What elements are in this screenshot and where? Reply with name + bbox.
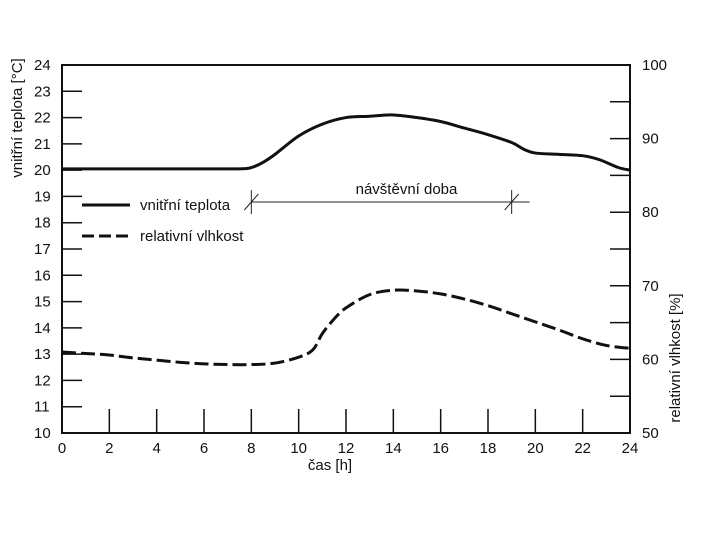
y-left-tick-label: 16 [34,267,51,284]
x-tick-label: 22 [574,440,591,457]
x-tick-label: 10 [290,440,307,457]
x-tick-label: 6 [200,440,208,457]
x-tick-label: 0 [58,440,66,457]
x-tick-labels: 0 2 4 6 8 10 12 14 16 18 20 22 24 [58,440,639,457]
plot-frame [61,64,631,434]
x-axis-title: čas [h] [308,457,352,474]
y-left-tick-label: 11 [34,399,50,416]
y-right-tick-label: 80 [642,204,659,221]
visiting-hours-label: návštěvní doba [356,181,458,198]
y-left-tick-label: 17 [34,241,51,258]
y-left-tick-label: 22 [34,110,51,127]
y-left-tick-label: 18 [34,215,51,232]
legend-label-temperature: vnitřní teplota [140,197,231,214]
x-tick-label: 12 [338,440,355,457]
y-right-tick-label: 50 [642,425,659,442]
y-right-ticks [610,101,630,397]
x-tick-label: 24 [622,440,639,457]
x-tick-label: 4 [152,440,160,457]
y-right-axis-title: relativní vlhkost [%] [667,293,684,422]
x-ticks [108,409,584,433]
y-left-tick-label: 23 [34,83,51,100]
series-layer [61,113,631,367]
y-left-ticks [62,90,82,408]
y-left-tick-label: 15 [34,294,51,311]
annotation: návštěvní doba [243,181,530,214]
x-tick-label: 14 [385,440,402,457]
y-left-tick-label: 20 [34,162,51,179]
y-left-axis-title: vnitřní teplota [°C] [9,58,26,177]
y-right-tick-label: 70 [642,278,659,295]
x-tick-label: 16 [432,440,449,457]
x-tick-label: 18 [480,440,497,457]
y-left-tick-label: 24 [34,57,51,74]
y-left-tick-label: 19 [34,188,51,205]
y-left-tick-label: 13 [34,346,51,363]
y-left-tick-label: 21 [34,136,51,153]
x-tick-label: 2 [105,440,113,457]
y-left-tick-labels: 10 11 12 13 14 15 16 17 18 19 20 21 22 23 24 [34,57,51,442]
y-right-tick-label: 60 [642,351,659,368]
series-line-humidity [61,288,631,367]
y-right-tick-labels: 50 60 70 80 90 100 [642,57,667,442]
legend: vnitřní teplota relativní vlhkost [82,197,244,245]
y-left-tick-label: 14 [34,320,51,337]
legend-label-humidity: relativní vlhkost [140,228,244,245]
y-left-tick-label: 10 [34,425,51,442]
y-left-tick-label: 12 [34,372,51,389]
x-tick-label: 8 [247,440,255,457]
x-tick-label: 20 [527,440,544,457]
y-right-tick-label: 100 [642,57,667,74]
y-right-tick-label: 90 [642,131,659,148]
series-line-temperature [61,113,631,172]
